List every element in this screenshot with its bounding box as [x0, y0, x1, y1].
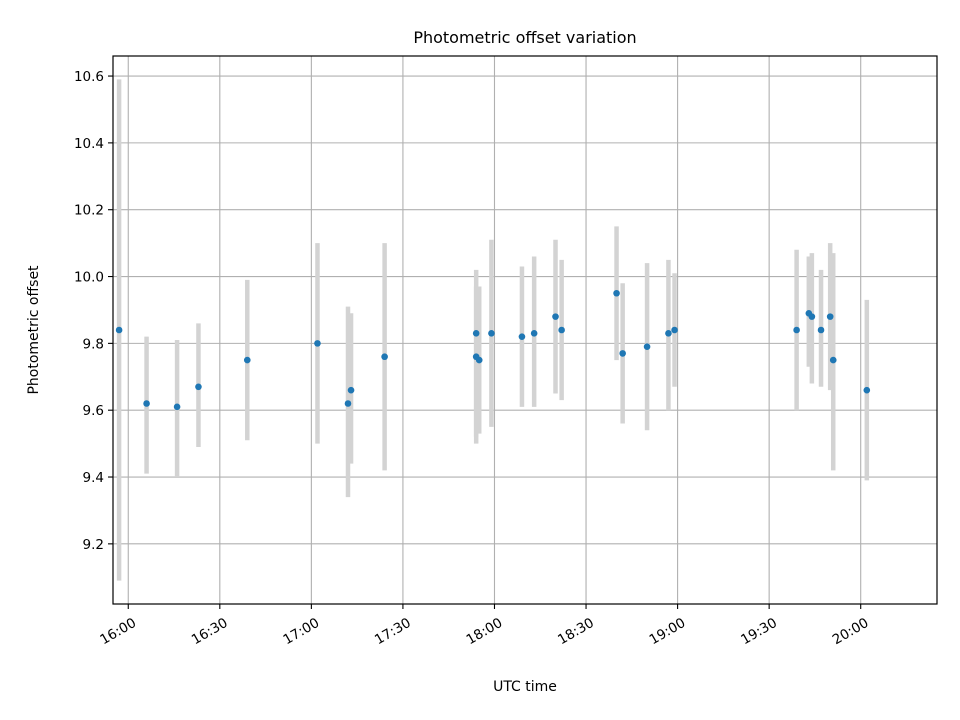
data-point — [243, 356, 251, 364]
chart-title: Photometric offset variation — [413, 28, 636, 47]
y-tick-label: 10.2 — [74, 203, 104, 219]
data-point — [143, 400, 150, 407]
x-axis-label: UTC time — [493, 679, 557, 695]
data-point — [381, 353, 388, 361]
data-point — [817, 326, 825, 334]
data-point — [488, 330, 495, 337]
y-tick-label: 10.6 — [74, 69, 104, 85]
data-point — [530, 330, 538, 337]
y-axis-ticks: 9.2 9.4 9.6 9.8 10.0 10.2 10.4 10.6 — [74, 69, 113, 553]
data-point — [863, 386, 871, 394]
data-point — [173, 403, 181, 411]
y-tick-label: 10.0 — [74, 270, 104, 286]
y-tick-label: 9.8 — [83, 336, 104, 352]
data-point — [826, 313, 834, 320]
data-point — [829, 356, 837, 364]
data-point — [475, 356, 483, 364]
data-point — [115, 326, 123, 334]
y-tick-label: 10.4 — [74, 136, 104, 152]
data-point — [671, 326, 678, 334]
y-tick-label: 9.2 — [83, 537, 104, 553]
data-point — [472, 330, 480, 337]
data-point — [195, 383, 202, 391]
plot-area-frame — [112, 55, 938, 605]
y-tick-label: 9.4 — [83, 470, 104, 486]
data-point — [347, 386, 355, 394]
data-point — [613, 289, 620, 297]
data-point — [665, 330, 672, 337]
data-point — [643, 343, 651, 351]
data-point — [552, 313, 559, 320]
data-point — [518, 333, 526, 340]
data-point — [619, 350, 626, 357]
data-point — [808, 313, 816, 320]
data-point — [344, 400, 352, 407]
data-point — [314, 340, 321, 347]
data-point — [558, 326, 565, 334]
y-axis-label: Photometric offset — [26, 265, 42, 395]
data-point — [793, 326, 800, 334]
data-points — [115, 289, 871, 411]
y-tick-label: 9.6 — [83, 403, 104, 419]
